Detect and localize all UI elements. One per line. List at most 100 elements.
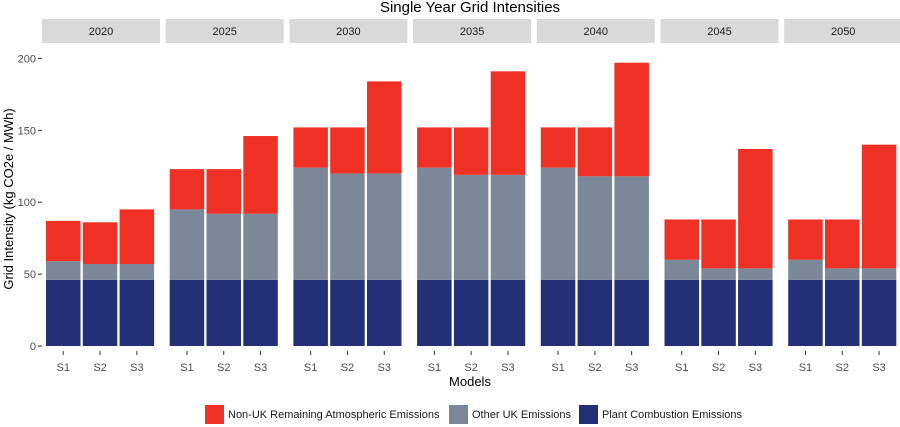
x-tick-label: S1 — [428, 362, 441, 374]
bar-segment-non-uk-remaining-atmospheric-emissions — [825, 219, 860, 269]
x-tick-label: S2 — [217, 362, 230, 374]
x-tick-label: S1 — [57, 362, 70, 374]
bar-segment-plant-combustion-emissions — [82, 279, 118, 346]
bar-segment-other-uk-emissions — [861, 268, 897, 280]
bar-segment-non-uk-remaining-atmospheric-emissions — [540, 127, 576, 168]
facet-strip — [42, 19, 160, 43]
x-tick-label: S1 — [180, 362, 193, 374]
facet-2030: 2030 S1 S2 S3 — [289, 19, 408, 374]
y-tick-label: 0 — [30, 341, 36, 353]
facet-strip — [536, 19, 655, 43]
chart-title: Single Year Grid Intensities — [380, 0, 560, 16]
bar-segment-other-uk-emissions — [701, 268, 736, 280]
facet-strip — [165, 19, 284, 43]
bar-segment-non-uk-remaining-atmospheric-emissions — [788, 219, 823, 260]
y-axis-title: Grid Intensity (kg CO2e / MWh) — [1, 108, 16, 289]
bar-segment-plant-combustion-emissions — [293, 279, 328, 346]
legend-item-other-uk-emissions: Other UK Emissions — [449, 405, 572, 424]
bar-segment-other-uk-emissions — [664, 259, 699, 280]
x-tick-label: S3 — [749, 362, 762, 374]
bar-segment-other-uk-emissions — [453, 174, 489, 280]
facet-strip-label: 2050 — [831, 26, 855, 38]
x-tick-label: S3 — [378, 362, 391, 374]
x-tick-label: S2 — [712, 362, 725, 374]
x-tick-label: S2 — [93, 362, 106, 374]
bar-segment-plant-combustion-emissions — [861, 279, 897, 346]
bar-segment-other-uk-emissions — [119, 264, 155, 280]
facet-strip-label: 2030 — [336, 26, 360, 38]
bar-segment-plant-combustion-emissions — [577, 279, 613, 346]
facet-2050: 2050 S1 S2 S3 — [784, 19, 900, 374]
bar-segment-non-uk-remaining-atmospheric-emissions — [119, 209, 155, 265]
bar-segment-plant-combustion-emissions — [614, 279, 649, 346]
bar-segment-non-uk-remaining-atmospheric-emissions — [861, 144, 897, 269]
bar-segment-other-uk-emissions — [417, 167, 452, 280]
legend-item-non-uk-remaining-atmospheric-emissions: Non-UK Remaining Atmospheric Emissions — [205, 405, 440, 424]
y-tick-label: 200 — [18, 53, 36, 65]
y-tick-label: 150 — [18, 125, 36, 137]
facet-2025: 2025 S1 S2 S3 — [165, 19, 284, 374]
legend-swatch — [205, 405, 224, 424]
facet-strip — [289, 19, 408, 43]
legend-swatch — [579, 405, 598, 424]
bar-segment-plant-combustion-emissions — [417, 279, 452, 346]
x-tick-label: S1 — [799, 362, 812, 374]
x-tick-label: S2 — [836, 362, 849, 374]
legend-label: Other UK Emissions — [472, 409, 572, 421]
facet-strip-label: 2020 — [89, 26, 113, 38]
bar-segment-other-uk-emissions — [330, 173, 365, 280]
bar-segment-non-uk-remaining-atmospheric-emissions — [614, 62, 649, 177]
bar-segment-plant-combustion-emissions — [738, 279, 773, 346]
bar-segment-plant-combustion-emissions — [490, 279, 526, 346]
x-tick-label: S1 — [304, 362, 317, 374]
bar-segment-other-uk-emissions — [82, 264, 118, 280]
bar-segment-other-uk-emissions — [490, 174, 526, 280]
bar-segment-plant-combustion-emissions — [169, 279, 205, 346]
bar-segment-plant-combustion-emissions — [701, 279, 736, 346]
facet-strip-label: 2040 — [584, 26, 608, 38]
bar-segment-non-uk-remaining-atmospheric-emissions — [206, 169, 241, 214]
bar-segment-plant-combustion-emissions — [540, 279, 576, 346]
bar-segment-non-uk-remaining-atmospheric-emissions — [330, 127, 365, 174]
y-tick-label: 50 — [24, 269, 36, 281]
bar-segment-other-uk-emissions — [367, 173, 402, 280]
x-axis-title: Models — [449, 374, 491, 389]
x-tick-label: S2 — [464, 362, 477, 374]
y-axis: 0 50 100 150 200 — [18, 53, 42, 353]
bar-segment-other-uk-emissions — [293, 167, 328, 280]
x-tick-label: S3 — [130, 362, 143, 374]
bar-segment-plant-combustion-emissions — [330, 279, 365, 346]
bar-segment-non-uk-remaining-atmospheric-emissions — [82, 222, 118, 265]
bar-segment-non-uk-remaining-atmospheric-emissions — [169, 169, 205, 210]
bar-segment-other-uk-emissions — [788, 259, 823, 280]
bar-segment-non-uk-remaining-atmospheric-emissions — [490, 71, 526, 175]
x-tick-label: S1 — [675, 362, 688, 374]
bar-segment-non-uk-remaining-atmospheric-emissions — [243, 136, 278, 214]
bar-segment-other-uk-emissions — [169, 209, 205, 280]
facet-strip-label: 2045 — [707, 26, 731, 38]
y-tick-label: 100 — [18, 197, 36, 209]
legend-label: Plant Combustion Emissions — [602, 409, 743, 421]
bar-segment-other-uk-emissions — [825, 268, 860, 280]
facet-strip — [660, 19, 779, 43]
bar-segment-non-uk-remaining-atmospheric-emissions — [417, 127, 452, 168]
bar-segment-other-uk-emissions — [540, 167, 576, 280]
bar-segment-plant-combustion-emissions — [825, 279, 860, 346]
legend: Non-UK Remaining Atmospheric Emissions Ot… — [205, 405, 743, 424]
bar-segment-plant-combustion-emissions — [243, 279, 278, 346]
facet-strip-label: 2035 — [460, 26, 484, 38]
bar-segment-non-uk-remaining-atmospheric-emissions — [738, 148, 773, 269]
bar-segment-other-uk-emissions — [46, 261, 81, 280]
bar-segment-plant-combustion-emissions — [46, 279, 81, 346]
bar-segment-non-uk-remaining-atmospheric-emissions — [293, 127, 328, 168]
facet-panels: 2020 S1 S2 S3 2025 S1 S2 S3 2030 S1 S2 S3 2035 S1 S2 S3… — [42, 19, 900, 374]
bar-segment-plant-combustion-emissions — [119, 279, 155, 346]
x-tick-label: S2 — [341, 362, 354, 374]
bar-segment-plant-combustion-emissions — [367, 279, 402, 346]
x-tick-label: S3 — [625, 362, 638, 374]
facet-strip — [413, 19, 532, 43]
bar-segment-other-uk-emissions — [614, 176, 649, 280]
facet-strip — [784, 19, 900, 43]
bar-segment-non-uk-remaining-atmospheric-emissions — [577, 127, 613, 177]
